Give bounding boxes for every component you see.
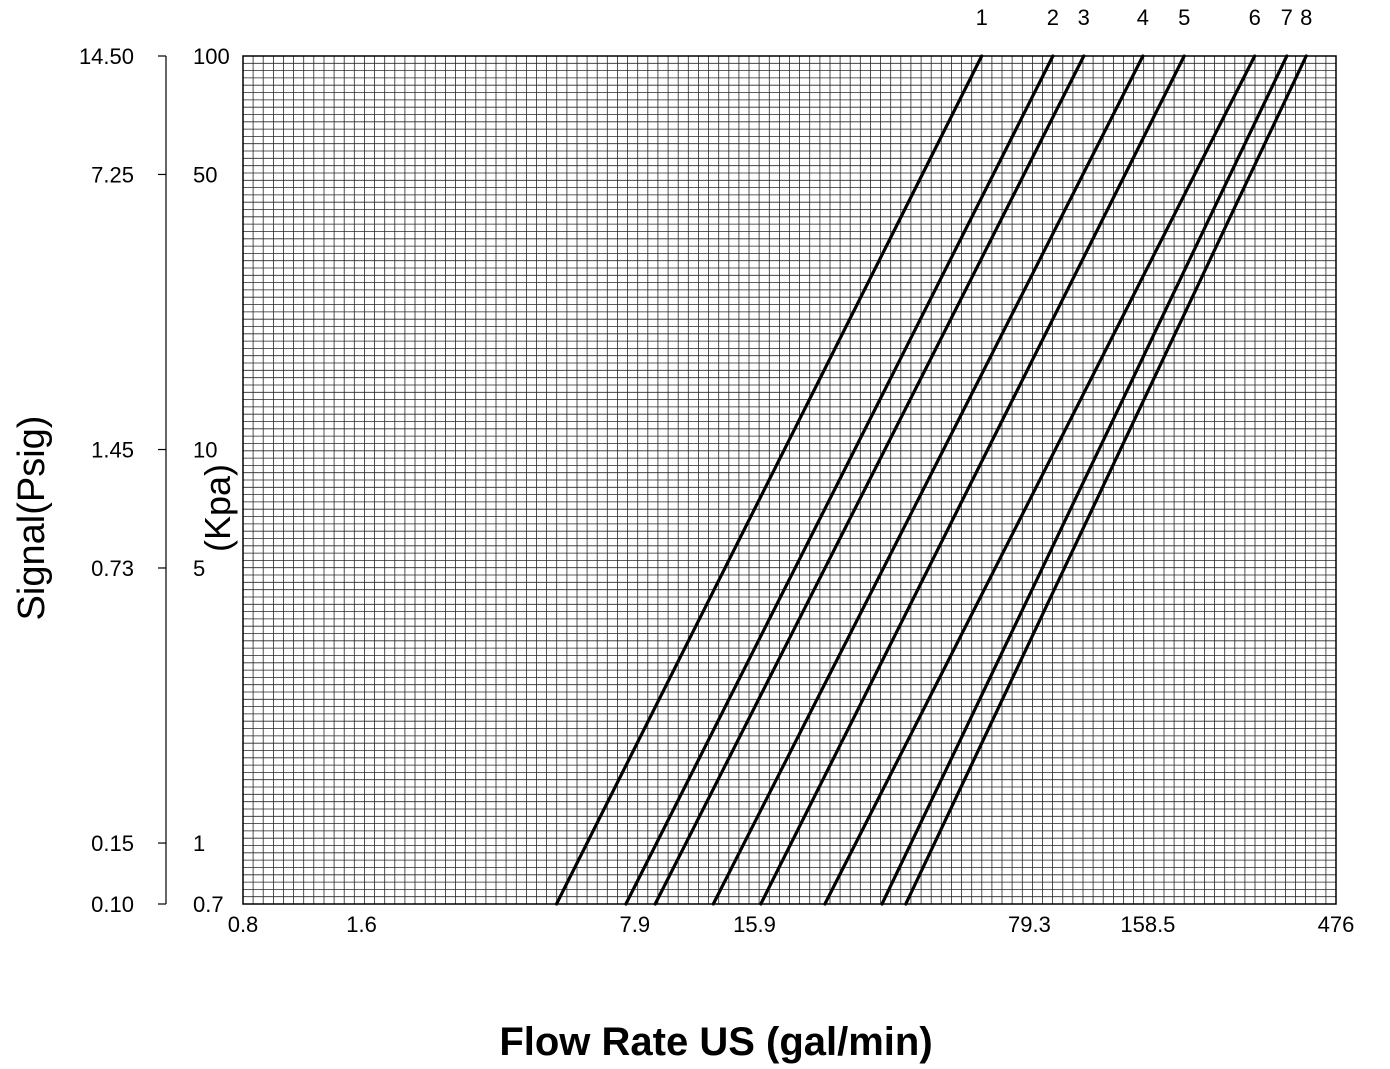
- psig-tick-label: 0.15: [91, 831, 134, 856]
- series-label-6: 6: [1249, 5, 1261, 30]
- plot-border: [242, 55, 1337, 905]
- grid: [242, 55, 1337, 905]
- series-label-3: 3: [1078, 5, 1090, 30]
- x-tick-label: 0.8: [228, 912, 259, 937]
- series-label-5: 5: [1178, 5, 1190, 30]
- series-line-8: [904, 54, 1308, 906]
- series-line-5: [759, 54, 1186, 906]
- x-tick-label: 1.6: [346, 912, 377, 937]
- kpa-tick-label: 0.7: [193, 892, 224, 917]
- series-line-3: [653, 54, 1086, 906]
- plot-frame: [242, 55, 1337, 905]
- kpa-tick-label: 50: [193, 163, 217, 188]
- x-tick-label: 476: [1318, 912, 1355, 937]
- x-axis-title: Flow Rate US (gal/min): [499, 1020, 932, 1064]
- series-lines: [554, 54, 1308, 906]
- kpa-tick-label: 1: [193, 831, 205, 856]
- series-label-4: 4: [1137, 5, 1149, 30]
- psig-tick-label: 1.45: [91, 438, 134, 463]
- series-line-1: [554, 54, 984, 906]
- series-label-2: 2: [1047, 5, 1059, 30]
- y-axis-title-psig: Signal(Psig): [11, 416, 53, 621]
- tick-labels: 1 2 3 4 5 6 7 80.8 1.6 7.9 15.9 79.3 158.5 4760.71510…: [79, 5, 1354, 937]
- series-line-2: [624, 54, 1055, 906]
- series-label-8: 8: [1300, 5, 1312, 30]
- psig-tick-label: 0.73: [91, 556, 134, 581]
- series-line-4: [711, 54, 1145, 906]
- series-label-7: 7: [1281, 5, 1293, 30]
- psig-tick-label: 0.10: [91, 892, 134, 917]
- x-tick-label: 158.5: [1120, 912, 1175, 937]
- grid-lines: [242, 55, 1337, 905]
- psig-tick-label: 14.50: [79, 44, 134, 69]
- psig-tick-label: 7.25: [91, 163, 134, 188]
- x-tick-label: 15.9: [733, 912, 776, 937]
- kpa-tick-label: 100: [193, 44, 230, 69]
- series-label-1: 1: [976, 5, 988, 30]
- kpa-tick-label: 10: [193, 438, 217, 463]
- x-tick-label: 79.3: [1008, 912, 1051, 937]
- psig-axis: [158, 55, 167, 905]
- series-line-7: [880, 54, 1289, 906]
- series-line-6: [823, 54, 1257, 906]
- kpa-tick-label: 5: [193, 556, 205, 581]
- x-tick-label: 7.9: [620, 912, 651, 937]
- y-axis-title-kpa: (Kpa): [197, 464, 238, 552]
